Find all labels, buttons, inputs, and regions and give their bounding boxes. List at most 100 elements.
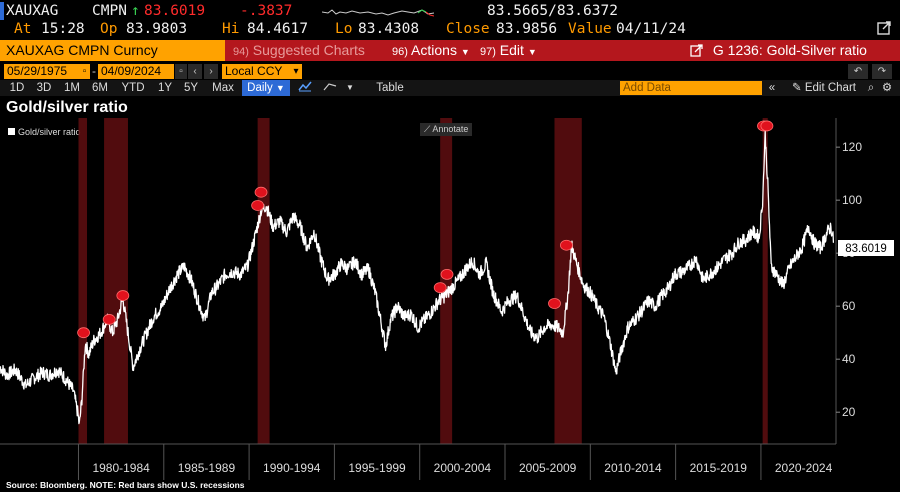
edit-label: Edit: [499, 42, 524, 58]
chevron-down-icon[interactable]: ▼: [346, 83, 354, 92]
quote-color-bar: [0, 2, 4, 20]
chart-style-button[interactable]: [318, 80, 342, 96]
x-tick-label: 2015-2019: [690, 461, 748, 475]
x-tick-label: 1980-1984: [92, 461, 150, 475]
annotate-button[interactable]: ⟋ Annotate: [420, 123, 473, 136]
last-value-tag: 83.6019: [838, 240, 894, 256]
x-tick-label: 2000-2004: [434, 461, 492, 475]
x-axis-ticks: 1980-1984 1985-1989 1990-1994 1995-1999 2000…: [77, 444, 833, 480]
chart-title: Gold/silver ratio: [6, 99, 128, 116]
period-1d-button[interactable]: 1D: [9, 82, 25, 94]
recession-marker: [760, 120, 774, 132]
last-value-box: [838, 240, 894, 256]
period-1y-button[interactable]: 1Y: [157, 82, 173, 94]
x-tick-label: 1990-1994: [263, 461, 321, 475]
low-value: 83.4308: [358, 21, 420, 37]
recession-bar: [762, 118, 768, 444]
table-button[interactable]: Table: [376, 82, 404, 94]
period-ytd-button[interactable]: YTD: [121, 82, 145, 94]
last-value-label: 83.6019: [845, 243, 887, 255]
date-separator: -: [92, 64, 96, 78]
undo-button[interactable]: ↶: [848, 64, 868, 79]
line-chart-icon[interactable]: [296, 80, 314, 96]
high-value: 84.4617: [247, 21, 309, 37]
value-label: Value: [568, 21, 612, 37]
period-1m-button[interactable]: 1M: [64, 82, 80, 94]
frequency-select[interactable]: Daily ▼: [242, 80, 290, 96]
x-tick-label: 2005-2009: [519, 461, 577, 475]
redo-button[interactable]: ↷: [872, 64, 892, 79]
time-label: At: [14, 21, 32, 37]
y-tick-label: 40: [842, 352, 856, 366]
sparkline: [321, 4, 435, 20]
calendar-icon[interactable]: ▫: [80, 64, 89, 79]
period-max-button[interactable]: Max: [212, 82, 234, 94]
series-line: [0, 128, 835, 425]
recession-marker: [116, 290, 130, 301]
scroll-left-button[interactable]: ‹: [188, 64, 202, 79]
end-date-field[interactable]: 04/09/2024: [98, 64, 174, 79]
value-date: 04/11/24: [616, 21, 686, 37]
period-bar: 1D 3D 1M 6M YTD 1Y 5Y Max Daily ▼ ▼ Tabl…: [0, 80, 900, 96]
edit-chart-button[interactable]: ✎ Edit Chart: [784, 80, 864, 96]
ticker-label: XAUXAG: [6, 3, 59, 19]
suggested-charts-menu[interactable]: 94) Suggested Charts: [233, 40, 365, 61]
source-label: CMPN: [92, 3, 127, 19]
annotate-label: Annotate: [432, 124, 469, 134]
chevron-down-icon: ▼: [527, 47, 537, 57]
calendar-icon[interactable]: ▫: [175, 64, 187, 79]
edit-menu[interactable]: 97) Edit ▼: [480, 40, 537, 61]
open-label: Op: [100, 21, 118, 37]
actions-number: 96): [392, 46, 408, 58]
edit-chart-label: Edit Chart: [804, 82, 856, 94]
period-3d-button[interactable]: 3D: [36, 82, 52, 94]
zoom-icon[interactable]: ⌕: [867, 82, 875, 94]
y-axis-ticks: 20 40 60 80 100 120: [836, 140, 862, 419]
recession-marker: [433, 282, 447, 294]
chevron-down-icon: ▼: [460, 47, 470, 57]
sparkline-tail: [417, 9, 427, 14]
up-arrow-icon: ↑: [131, 3, 140, 19]
period-6m-button[interactable]: 6M: [92, 82, 108, 94]
scroll-right-button[interactable]: ›: [204, 64, 218, 79]
start-date-field[interactable]: 05/29/1975: [4, 64, 90, 79]
recession-bar: [104, 118, 128, 444]
close-label: Close: [446, 21, 490, 37]
high-label: Hi: [222, 21, 240, 37]
chart-title-label: G 1236: Gold-Silver ratio: [712, 42, 867, 58]
open-value: 83.9803: [126, 21, 188, 37]
suggested-charts-number: 94): [233, 46, 249, 58]
actions-menu[interactable]: 96) Actions ▼: [392, 40, 470, 61]
recession-marker: [251, 200, 265, 211]
gear-icon[interactable]: ⚙: [881, 82, 893, 94]
y-tick-label: 100: [842, 193, 862, 207]
recession-marker: [440, 268, 454, 280]
sparkline-end: [425, 11, 435, 17]
recession-marker: [77, 327, 90, 339]
recession-marker: [560, 239, 573, 251]
period-5y-button[interactable]: 5Y: [183, 82, 199, 94]
chevron-down-icon[interactable]: ▾: [290, 64, 302, 79]
x-tick-label: 1995-1999: [348, 461, 406, 475]
suggested-charts-label: Suggested Charts: [252, 42, 365, 58]
currency-select[interactable]: Local CCY: [222, 64, 290, 79]
add-data-input[interactable]: Add Data: [620, 81, 762, 95]
collapse-icon[interactable]: «: [768, 82, 776, 94]
legend-label: Gold/silver ratio: [18, 127, 81, 137]
x-tick-label: 1985-1989: [178, 461, 236, 475]
last-price: 83.6019: [144, 3, 206, 19]
security-field[interactable]: XAUXAG CMPN Curncy: [0, 40, 225, 61]
source-note: Source: Bloomberg. NOTE: Red bars show U…: [6, 480, 245, 490]
popout-icon[interactable]: [876, 20, 892, 36]
recession-marker: [102, 314, 116, 325]
chevron-down-icon: ▼: [275, 83, 285, 93]
x-tick-label: 2020-2024: [775, 461, 833, 475]
x-tick-label: 2010-2014: [604, 461, 662, 475]
legend[interactable]: Gold/silver ratio: [8, 127, 81, 137]
chart-title-link[interactable]: G 1236: Gold-Silver ratio: [690, 40, 867, 61]
recession-marker: [757, 120, 770, 132]
actions-label: Actions: [411, 42, 457, 58]
time-value: 15:28: [41, 21, 85, 37]
recession-bars: [78, 118, 768, 444]
quote-bar: XAUXAG CMPN ↑ 83.6019 -.3837 83.5665/83.…: [0, 0, 900, 40]
